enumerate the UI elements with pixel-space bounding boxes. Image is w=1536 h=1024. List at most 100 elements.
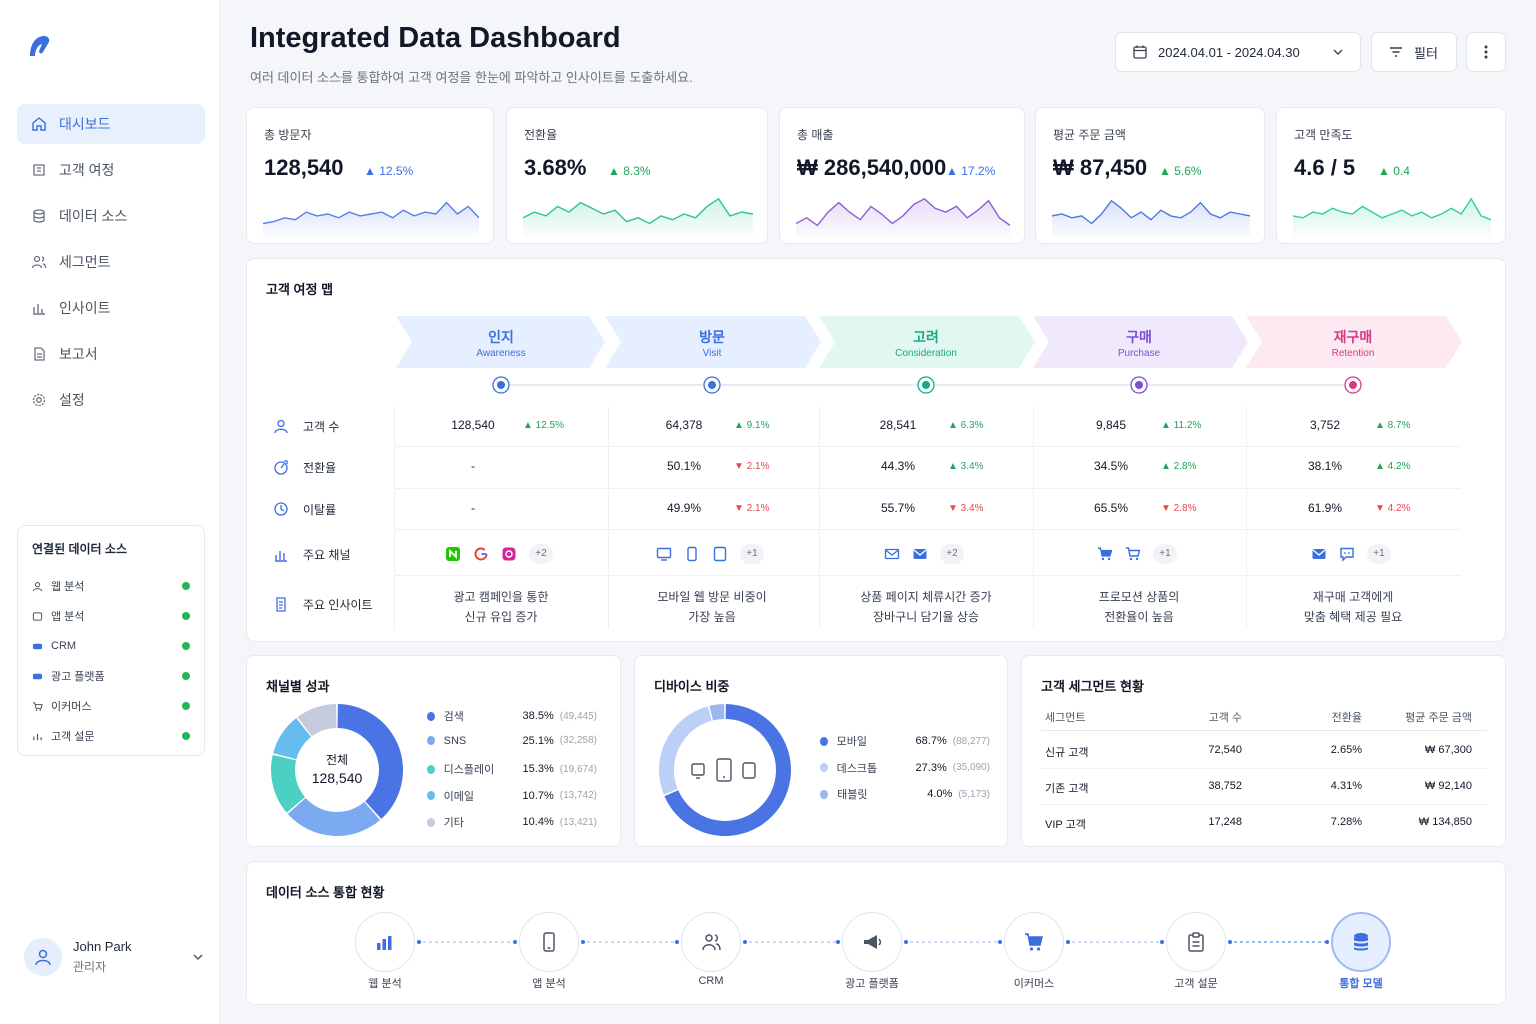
- table-row-divider: [1041, 768, 1487, 769]
- legend-count: (5,173): [958, 788, 990, 800]
- metric-delta: ▲ 12.5%: [523, 420, 565, 431]
- more-channels-badge[interactable]: +1: [740, 544, 764, 564]
- donut-slice[interactable]: [337, 704, 403, 819]
- insight-icon: [33, 304, 45, 315]
- legend-item[interactable]: 기타 10.4% (13,421): [427, 814, 597, 830]
- legend-item[interactable]: 데스크톱 27.3% (35,090): [820, 760, 990, 776]
- megaphone-icon: [864, 935, 882, 949]
- legend-pct: 25.1%: [522, 734, 554, 747]
- flow-connector: [581, 940, 679, 944]
- flow-node-2[interactable]: [519, 912, 579, 972]
- more-button[interactable]: [1466, 32, 1506, 72]
- metric-delta: ▲ 9.1%: [734, 420, 770, 431]
- date-range-picker[interactable]: 2024.04.01 - 2024.04.30: [1115, 32, 1361, 72]
- donut-slice[interactable]: [273, 718, 312, 760]
- sparkline: [1052, 199, 1250, 236]
- more-channels-badge[interactable]: +1: [1153, 544, 1177, 564]
- flow-node-3[interactable]: [681, 912, 741, 972]
- data-source-item[interactable]: 이커머스: [32, 691, 190, 721]
- database-icon: [1354, 933, 1368, 951]
- sparkline: [1293, 197, 1491, 236]
- insight-line: 광고 캠페인을 통한: [453, 590, 549, 604]
- metric-value: -: [471, 501, 475, 515]
- data-source-item[interactable]: 앱 분석: [32, 601, 190, 631]
- cart-icon: [1025, 933, 1043, 951]
- stage-chevron: [819, 316, 1035, 368]
- sidebar-item-dashboard[interactable]: 대시보드: [17, 104, 205, 144]
- metric-value: 28,541: [879, 418, 917, 432]
- chevron-down-icon[interactable]: [192, 951, 204, 963]
- donut-slice[interactable]: [271, 754, 305, 813]
- segments-card: 고객 세그먼트 현황 세그먼트 고객 수 전환율 평균 주문 금액 신규 고객 72,54…: [1021, 655, 1506, 847]
- stage-node-dot: [922, 381, 930, 389]
- donut-center-label: 전체: [325, 753, 349, 767]
- legend-name: 이메일: [443, 790, 475, 803]
- data-source-item[interactable]: CRM: [32, 631, 190, 661]
- kpi-card-satisfaction: 고객 만족도 4.6 / 5 ▲ 0.4: [1276, 107, 1506, 244]
- metric-value: 49.9%: [666, 501, 702, 515]
- more-channels-badge[interactable]: +1: [1367, 544, 1391, 564]
- flow-connector: [904, 940, 1002, 944]
- sidebar-item-label: 설정: [59, 392, 85, 408]
- metric-value: 61.9%: [1307, 501, 1343, 515]
- data-source-item[interactable]: 광고 플랫폼: [32, 661, 190, 691]
- more-channels-badge[interactable]: +2: [940, 544, 964, 564]
- donut-slice[interactable]: [659, 706, 712, 795]
- legend-item[interactable]: 디스플레이 15.3% (19,674): [427, 761, 597, 777]
- app-logo-icon[interactable]: [24, 30, 56, 62]
- segment-cell: ₩ 67,300: [1424, 744, 1472, 756]
- flow-node-5[interactable]: [1004, 912, 1064, 972]
- filter-label: 필터: [1414, 45, 1438, 61]
- legend-name: 디스플레이: [443, 764, 495, 776]
- row-label: 주요 채널: [303, 548, 351, 562]
- metric-value: -: [471, 459, 475, 473]
- donut-slice[interactable]: [297, 704, 337, 737]
- insight-text: 재구매 고객에게 맞춤 혜택 제공 필요: [1253, 587, 1453, 627]
- data-source-label: 고객 설문: [51, 731, 95, 743]
- donut-slice[interactable]: [287, 797, 380, 836]
- chevron-down-icon: [1333, 49, 1343, 55]
- sidebar-item-journey[interactable]: 고객 여정: [17, 150, 205, 190]
- legend-item[interactable]: SNS 25.1% (32,258): [427, 735, 597, 747]
- legend-item[interactable]: 모바일 68.7% (88,277): [820, 733, 990, 749]
- stage-name: 재구매: [1333, 329, 1373, 345]
- flow-node-6[interactable]: [1166, 912, 1226, 972]
- stage-name: 구매: [1126, 329, 1152, 345]
- donut-slice[interactable]: [709, 704, 725, 721]
- kpi-value: 128,540: [264, 155, 344, 180]
- legend-dot: [427, 736, 435, 745]
- journey-map-card: 고객 여정 맵 인지 Awareness 방문 Visit 고려 Consideratio…: [246, 258, 1506, 642]
- flow-node-7[interactable]: [1331, 912, 1391, 972]
- legend-item[interactable]: 이메일 10.7% (13,742): [427, 788, 597, 804]
- flow-node-1[interactable]: [355, 912, 415, 972]
- sidebar-item-segments[interactable]: 세그먼트: [17, 242, 205, 282]
- home-icon: [32, 117, 46, 131]
- sidebar-item-settings[interactable]: 설정: [17, 380, 205, 420]
- flow-node-4[interactable]: [842, 912, 902, 972]
- stage-en-label: Retention: [1331, 348, 1375, 359]
- metric-value: 3,752: [1309, 418, 1341, 432]
- table-divider: [1041, 730, 1487, 731]
- naver-icon: [446, 547, 460, 561]
- filter-button[interactable]: 필터: [1371, 32, 1457, 72]
- metric-delta: ▲ 6.3%: [948, 420, 984, 431]
- conversion-icon: [274, 460, 288, 475]
- data-source-item[interactable]: 고객 설문: [32, 721, 190, 751]
- table-header: 전환율: [1331, 712, 1362, 724]
- sidebar-item-insights[interactable]: 인사이트: [17, 288, 205, 328]
- legend-count: (13,742): [559, 790, 597, 801]
- legend-item[interactable]: 태블릿 4.0% (5,173): [820, 786, 990, 802]
- sidebar-item-data-sources[interactable]: 데이터 소스: [17, 196, 205, 236]
- sidebar-item-reports[interactable]: 보고서: [17, 334, 205, 374]
- segment-name: 신규 고객: [1045, 747, 1089, 759]
- row-divider: [394, 575, 1461, 576]
- data-source-item[interactable]: 웹 분석: [32, 571, 190, 601]
- channel-title: 채널별 성과: [266, 679, 330, 694]
- kpi-label: 전환율: [524, 128, 558, 142]
- legend-item[interactable]: 검색 38.5% (49,445): [427, 708, 597, 724]
- status-dot: [182, 672, 190, 680]
- user-profile[interactable]: John Park 관리자: [24, 935, 204, 979]
- more-channels-badge[interactable]: +2: [529, 544, 553, 564]
- metric-delta: ▼ 2.8%: [1161, 503, 1197, 514]
- flow-label: 이커머스: [1013, 978, 1055, 990]
